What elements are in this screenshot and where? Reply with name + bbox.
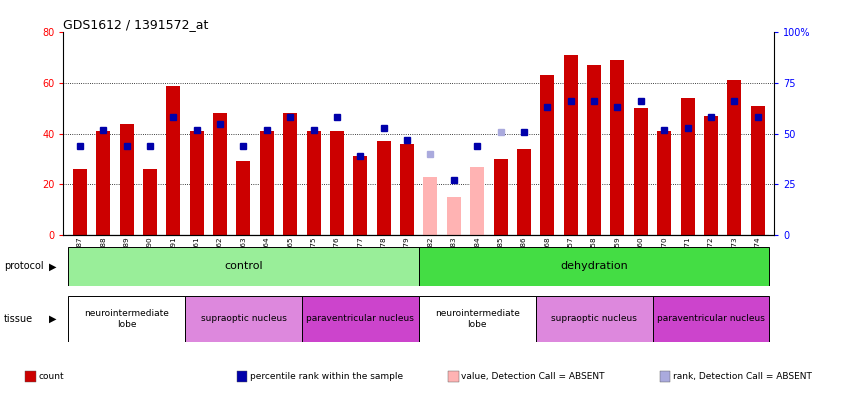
Bar [680, 98, 695, 235]
Bar [447, 197, 461, 235]
Text: neurointermediate
lobe: neurointermediate lobe [435, 309, 519, 328]
Bar [657, 131, 671, 235]
Bar [69, 247, 419, 286]
Bar [73, 169, 87, 235]
Bar [302, 296, 419, 342]
Bar [96, 131, 110, 235]
Text: protocol: protocol [4, 261, 44, 271]
Bar [424, 177, 437, 235]
Bar [652, 296, 769, 342]
Text: supraoptic nucleus: supraoptic nucleus [551, 314, 637, 324]
Bar [260, 131, 274, 235]
Text: neurointermediate
lobe: neurointermediate lobe [84, 309, 169, 328]
Text: paraventricular nucleus: paraventricular nucleus [306, 314, 415, 324]
Bar [611, 60, 624, 235]
Bar [330, 131, 344, 235]
Bar [634, 108, 648, 235]
Text: supraoptic nucleus: supraoptic nucleus [201, 314, 287, 324]
Text: control: control [224, 261, 263, 271]
Bar [750, 106, 765, 235]
Bar [728, 81, 741, 235]
Bar [419, 296, 536, 342]
Bar [306, 131, 321, 235]
Bar [283, 113, 297, 235]
Text: count: count [38, 372, 63, 381]
Text: ▶: ▶ [49, 261, 57, 271]
Bar [541, 75, 554, 235]
Bar [190, 131, 204, 235]
Bar [376, 141, 391, 235]
Bar [419, 247, 769, 286]
Text: percentile rank within the sample: percentile rank within the sample [250, 372, 403, 381]
Text: ▶: ▶ [49, 314, 57, 324]
Bar [493, 159, 508, 235]
Bar [69, 296, 185, 342]
Bar [536, 296, 652, 342]
Bar [167, 85, 180, 235]
Bar [213, 113, 227, 235]
Bar [470, 166, 484, 235]
Text: paraventricular nucleus: paraventricular nucleus [657, 314, 765, 324]
Text: rank, Detection Call = ABSENT: rank, Detection Call = ABSENT [673, 372, 811, 381]
Text: value, Detection Call = ABSENT: value, Detection Call = ABSENT [461, 372, 605, 381]
Bar [400, 144, 414, 235]
Bar [236, 162, 250, 235]
Bar [587, 65, 602, 235]
Bar [119, 124, 134, 235]
Bar [185, 296, 302, 342]
Bar [517, 149, 531, 235]
Bar [563, 55, 578, 235]
Bar [704, 116, 718, 235]
Text: dehydration: dehydration [560, 261, 628, 271]
Bar [143, 169, 157, 235]
Text: tissue: tissue [4, 314, 33, 324]
Bar [354, 156, 367, 235]
Text: GDS1612 / 1391572_at: GDS1612 / 1391572_at [63, 18, 209, 31]
